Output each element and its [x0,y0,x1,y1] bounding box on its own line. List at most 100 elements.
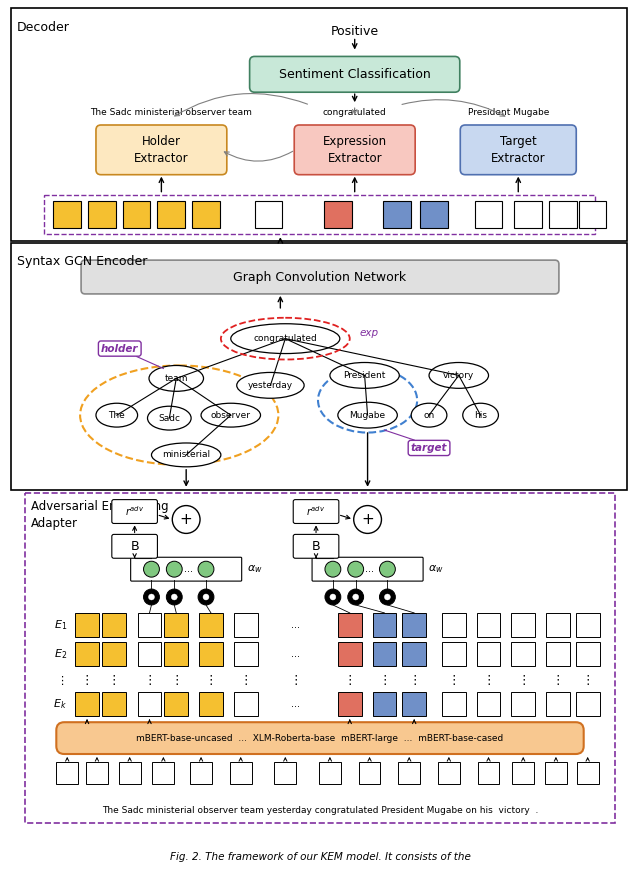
Bar [546,642,570,665]
FancyBboxPatch shape [96,125,227,175]
Text: $E_2$: $E_2$ [54,647,67,661]
Circle shape [166,561,182,577]
Bar [199,693,223,716]
Text: $\vdots$: $\vdots$ [56,674,65,687]
Text: Sentiment Classification: Sentiment Classification [279,68,431,81]
Bar [199,642,223,665]
Bar [230,762,252,784]
Bar [192,201,220,228]
Text: +: + [361,512,374,527]
Circle shape [143,589,159,605]
Bar [199,612,223,637]
FancyBboxPatch shape [312,557,423,581]
Bar [75,612,99,637]
Text: congratulated: congratulated [323,108,387,117]
Text: $r^{adv}$: $r^{adv}$ [125,504,144,518]
Text: ⋮: ⋮ [81,674,93,687]
Text: $\alpha_w$: $\alpha_w$ [428,563,444,575]
Bar [138,693,161,716]
Circle shape [325,561,341,577]
Ellipse shape [237,372,304,399]
Circle shape [325,589,341,605]
Bar [577,762,598,784]
Bar [475,201,502,228]
Bar [511,642,535,665]
FancyBboxPatch shape [460,125,576,175]
Text: Decoder: Decoder [17,20,70,33]
Bar [403,612,426,637]
Circle shape [198,561,214,577]
Text: yesterday: yesterday [248,381,293,390]
Text: exp: exp [360,327,379,338]
Bar [164,642,188,665]
Ellipse shape [412,403,447,427]
Bar [190,762,212,784]
Circle shape [385,594,390,600]
Circle shape [353,594,358,600]
Bar [338,693,362,716]
Ellipse shape [463,403,499,427]
Text: ⋮: ⋮ [447,674,460,687]
Bar [44,194,595,234]
Text: The Sadc ministerial observer team: The Sadc ministerial observer team [90,108,252,117]
Bar [403,693,426,716]
Bar [88,201,116,228]
Circle shape [143,561,159,577]
Text: ⋮: ⋮ [408,674,420,687]
Text: his: his [474,411,487,420]
Circle shape [166,589,182,605]
Bar [403,642,426,665]
Text: Sadc: Sadc [158,414,180,422]
Text: ⋮: ⋮ [483,674,495,687]
FancyBboxPatch shape [81,260,559,294]
Circle shape [203,594,209,600]
Text: target: target [411,443,447,453]
Bar [75,642,99,665]
Text: $\alpha_w$: $\alpha_w$ [246,563,262,575]
Text: victory: victory [443,370,474,380]
Bar [138,612,161,637]
Bar [152,762,174,784]
Bar [546,693,570,716]
Circle shape [172,506,200,533]
Text: Holder
Extractor: Holder Extractor [134,135,189,165]
Bar [546,612,570,637]
Bar [102,693,125,716]
Bar [275,762,296,784]
Bar [11,243,627,489]
Circle shape [348,589,364,605]
Ellipse shape [152,443,221,466]
FancyBboxPatch shape [293,534,339,558]
Text: congratulated: congratulated [253,334,317,343]
Circle shape [380,589,396,605]
Circle shape [148,594,154,600]
Text: Fig. 2. The framework of our KEM model. It consists of the: Fig. 2. The framework of our KEM model. … [170,853,470,862]
Bar [234,642,257,665]
Text: team: team [164,374,188,383]
Bar [234,612,257,637]
Text: ...: ... [365,564,374,574]
Bar [576,612,600,637]
Bar [477,693,500,716]
FancyBboxPatch shape [112,534,157,558]
Text: on: on [424,411,435,420]
Bar [398,762,420,784]
Text: B: B [131,539,139,553]
Bar [86,762,108,784]
Bar [75,693,99,716]
Text: Positive: Positive [331,25,379,38]
Bar [511,693,535,716]
Bar [372,642,396,665]
Bar [477,612,500,637]
Circle shape [172,594,177,600]
Text: The Sadc ministerial observer team yesterday congratulated President Mugabe on h: The Sadc ministerial observer team yeste… [102,806,538,815]
Ellipse shape [338,402,397,428]
Text: $r^{adv}$: $r^{adv}$ [307,504,326,518]
Bar [512,762,534,784]
Bar [442,642,466,665]
Circle shape [354,506,381,533]
Bar [164,612,188,637]
Bar [53,201,81,228]
FancyBboxPatch shape [56,722,584,754]
Ellipse shape [96,403,138,427]
